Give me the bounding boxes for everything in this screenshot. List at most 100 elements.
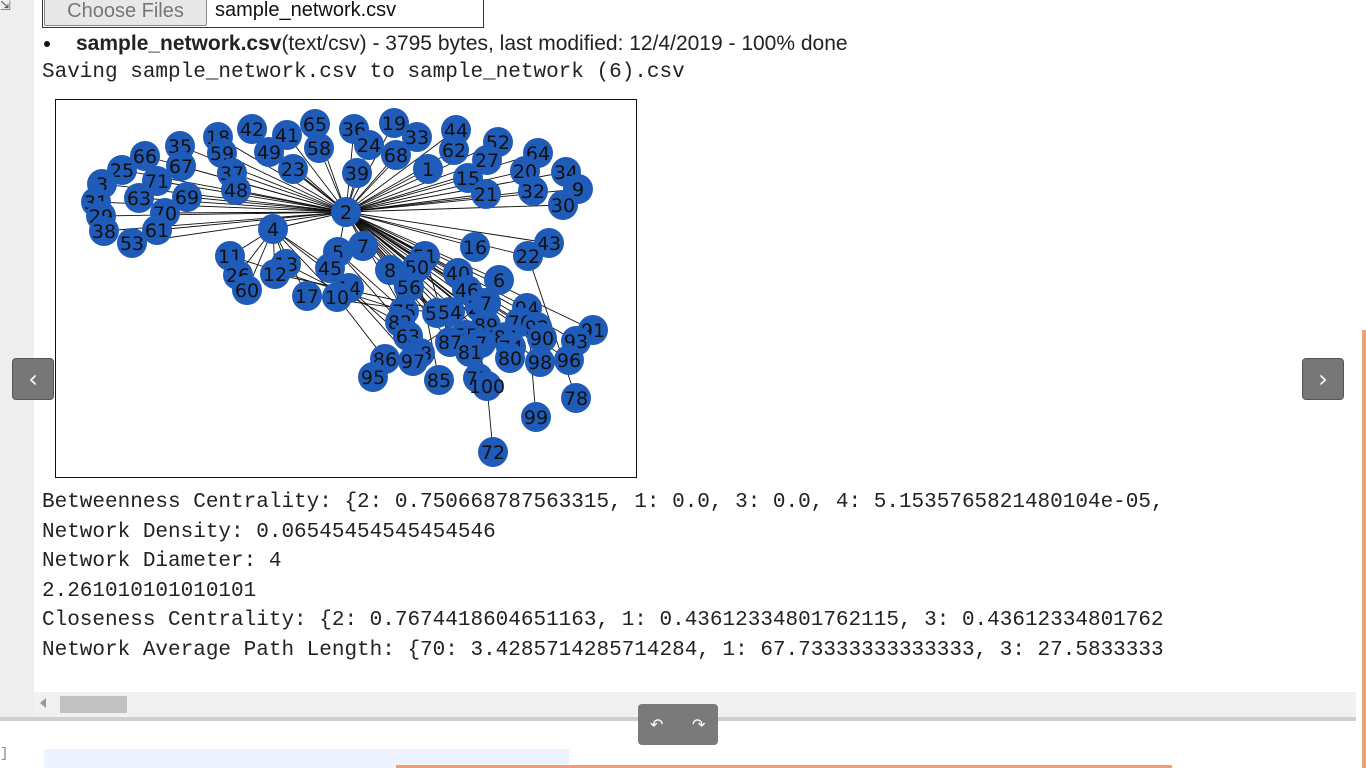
graph-node: 32 [518,176,548,206]
graph-node-circle [166,151,196,181]
graph-node-label: 15 [456,168,480,190]
previous-arrow-button[interactable]: ‹ [12,358,54,400]
graph-node-label: 95 [361,367,385,389]
graph-node-circle [322,282,352,312]
network-diameter: Network Diameter: 4 [42,550,282,573]
graph-node-label: 39 [345,163,369,185]
graph-node-label: 32 [521,181,545,203]
next-arrow-button[interactable]: › [1302,358,1344,400]
graph-node-label: 53 [120,233,144,255]
graph-node: 49 [254,137,284,167]
graph-node-label: 10 [325,287,349,309]
graph-node-circle [471,288,501,318]
graph-node-circle [254,137,284,167]
graph-node-label: 78 [564,388,588,410]
graph-node: 48 [221,175,251,205]
graph-node-circle [527,323,557,353]
scroll-left-icon[interactable] [40,698,46,708]
graph-node-circle [278,154,308,184]
graph-node-label: 81 [458,342,482,364]
graph-node: 66 [130,141,160,171]
graph-node-label: 62 [442,140,466,162]
graph-node-label: 6 [493,270,505,292]
graph-node-circle [348,231,378,261]
graph-node-circle [471,179,501,209]
graph-edge [345,129,457,213]
graph-node-circle [117,228,147,258]
graph-node-label: 56 [397,277,421,299]
selected-file-name: sample_network.csv [215,0,397,21]
graph-node: 27 [472,145,502,175]
graph-node-circle [478,437,508,467]
graph-node: 30 [548,190,578,220]
network-average-path-length: Network Average Path Length: {70: 3.4285… [42,639,1164,662]
graph-node-label: 19 [382,113,406,135]
graph-node: 90 [527,323,557,353]
graph-node-label: 12 [263,264,287,286]
uploaded-file-name: sample_network.csv [76,32,282,55]
redo-icon[interactable]: ↷ [692,715,706,734]
closeness-centrality: Closeness Centrality: {2: 0.767441860465… [42,609,1164,632]
graph-node: 81 [455,337,485,367]
graph-node-circle [484,265,514,295]
graph-node-label: 65 [303,114,327,136]
graph-node-circle [130,141,160,171]
graph-node-circle [331,197,361,227]
graph-node: 69 [172,182,202,212]
uploaded-file-details: (text/csv) - 3795 bytes, last modified: … [281,32,848,55]
graph-node-label: 61 [145,220,169,242]
graph-node-circle [495,343,525,373]
graph-node: 65 [300,109,330,139]
focus-indicator [1362,330,1366,768]
graph-node-circle [521,402,551,432]
graph-node-circle [413,154,443,184]
graph-node: 68 [381,140,411,170]
graph-node-circle [260,259,290,289]
undo-icon[interactable]: ↶ [650,715,664,734]
saving-message: Saving sample_network.csv to sample_netw… [42,61,685,84]
graph-node: 33 [402,122,432,152]
graph-node-label: 90 [530,328,554,350]
graph-node-circle [518,176,548,206]
graph-edge [345,211,405,312]
graph-node: 80 [495,343,525,373]
graph-edge [345,211,550,244]
graph-node: 38 [89,216,119,246]
graph-edge [345,211,538,328]
graph-node-circle [237,114,267,144]
graph-node-circle [292,281,322,311]
graph-node-circle [142,215,172,245]
scrollbar-thumb[interactable] [60,696,127,713]
graph-edge [156,211,347,231]
graph-node-label: 25 [110,160,134,182]
graph-node: 7 [348,231,378,261]
graph-edge [345,168,429,213]
graph-node-label: 67 [169,156,193,178]
graph-node-label: 42 [240,119,264,141]
next-code-cell[interactable] [44,749,569,768]
graph-node-label: 49 [257,142,281,164]
graph-edge [180,165,347,213]
graph-node-label: 58 [307,138,331,160]
choose-files-button[interactable]: Choose Files [44,0,207,26]
graph-node-label: 2 [340,202,352,224]
graph-node: 72 [478,437,508,467]
graph-node-label: 22 [516,246,540,268]
graph-node-circle [258,214,288,244]
graph-node: 10 [322,282,352,312]
graph-node-circle [89,216,119,246]
graph-node-circle [354,130,384,160]
graph-node: 21 [471,179,501,209]
graph-node-label: 63 [127,188,151,210]
output-toggle-icon[interactable]: ⇲ [0,0,11,14]
graph-node: 54 [435,297,465,327]
cell-toolbar[interactable]: ↶ ↷ [638,704,718,745]
graph-node: 62 [439,135,469,165]
graph-node-label: 9 [572,179,584,201]
graph-node-label: 27 [475,150,499,172]
graph-node: 97 [398,346,428,376]
graph-node: 56 [394,272,424,302]
graph-edge [345,204,564,213]
graph-node-circle [525,347,555,377]
